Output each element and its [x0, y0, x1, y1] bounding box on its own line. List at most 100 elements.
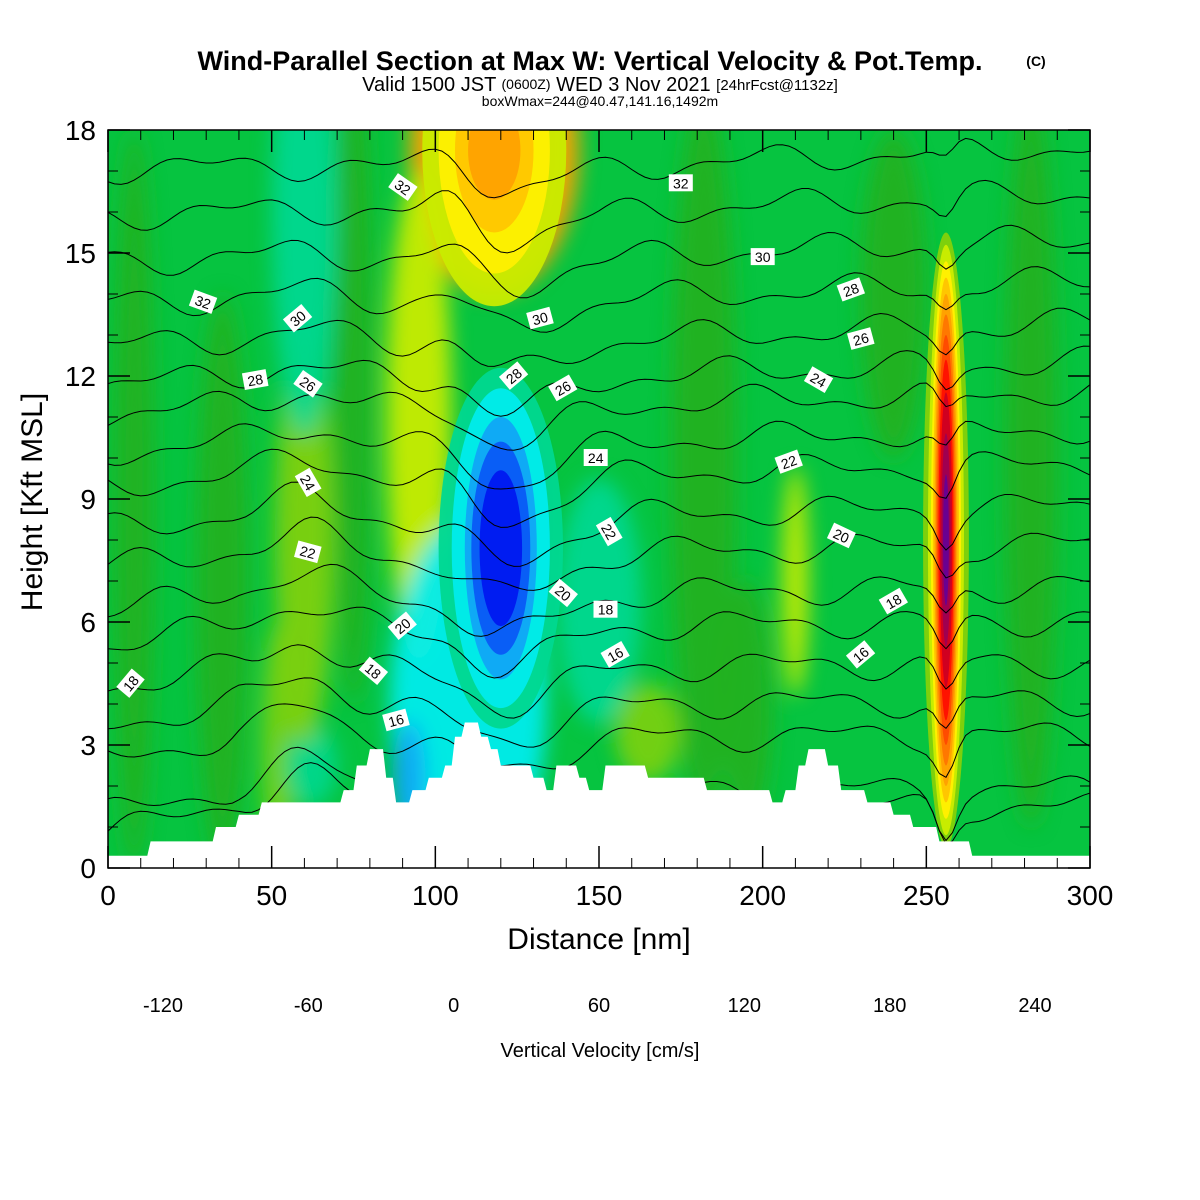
theta-contour-line — [108, 481, 1090, 567]
theta-contour-line — [108, 266, 1090, 333]
x-tick-label: 150 — [576, 880, 623, 911]
contour-label: 24 — [583, 449, 608, 466]
axes: 0 50 100 150 200 250 300 0 3 6 9 12 15 18 — [65, 115, 1114, 911]
field-band-8 — [615, 683, 681, 782]
velocity-blob — [782, 466, 809, 696]
contour-label: 24 — [803, 366, 834, 394]
colorbar-tick-label: 240 — [1018, 995, 1051, 1017]
contour-label: 20 — [548, 578, 578, 608]
y-tick-label: 3 — [80, 730, 96, 761]
svg-text:32: 32 — [193, 292, 213, 312]
upper-updraft — [468, 130, 521, 200]
contour-label: 18 — [358, 656, 389, 686]
chart-title: Wind-Parallel Section at Max W: Vertical… — [198, 46, 983, 76]
theta-contour-line — [108, 307, 1090, 367]
colorbar-tick-label: 0 — [448, 995, 459, 1017]
svg-text:16: 16 — [387, 711, 406, 731]
theta-contour-line — [108, 345, 1090, 417]
contour-label: 28 — [498, 361, 529, 390]
theta-contour-line — [108, 420, 1090, 490]
svg-text:24: 24 — [297, 472, 319, 494]
svg-text:22: 22 — [779, 452, 799, 472]
theta-contours — [108, 137, 1090, 845]
velocity-blob — [271, 130, 338, 438]
contour-labels: 32 32 30 28 26 24 22 20 18 16 32 30 28 26 24 22 20 18 16 18… — [116, 173, 908, 732]
contour-label: 20 — [826, 522, 856, 549]
svg-text:18: 18 — [883, 591, 905, 613]
y-tick-label: 15 — [65, 238, 96, 269]
svg-text:30: 30 — [531, 309, 550, 329]
svg-text:30: 30 — [755, 249, 771, 265]
y-tick-label: 0 — [80, 853, 96, 884]
subtitle-date: WED 3 Nov 2021 — [556, 74, 711, 96]
chart-subtitle: Valid 1500 JST (0600Z) WED 3 Nov 2021 [2… — [362, 72, 838, 96]
x-tick-label: 0 — [100, 880, 116, 911]
terrain-mask — [108, 722, 1090, 868]
plot-area: 32 32 30 28 26 24 22 20 18 16 32 30 28 26 24 22 20 18 16 18… — [107, 129, 1091, 869]
contour-label: 30 — [526, 306, 554, 330]
downdraft-core — [479, 470, 523, 627]
colorbar: -120 -60 0 60 120 180 240 — [143, 995, 1052, 1017]
velocity-blob — [274, 335, 334, 745]
y-tick-label: 6 — [80, 607, 96, 638]
svg-text:22: 22 — [598, 521, 620, 543]
x-tick-label: 50 — [256, 880, 287, 911]
contour-label: 24 — [294, 467, 322, 497]
svg-text:24: 24 — [588, 450, 604, 466]
contour-label: 26 — [293, 369, 323, 398]
field-band-7 — [860, 130, 927, 458]
field-band-3 — [333, 130, 374, 704]
field-band-1 — [196, 294, 249, 868]
svg-text:26: 26 — [552, 377, 574, 399]
svg-text:16: 16 — [605, 644, 627, 666]
svg-text:20: 20 — [831, 525, 852, 546]
contour-label: 22 — [294, 540, 322, 564]
svg-text:24: 24 — [808, 369, 830, 391]
contour-label: 20 — [387, 611, 417, 640]
svg-text:28: 28 — [246, 371, 264, 389]
x-tick-label: 200 — [739, 880, 786, 911]
contour-label: 22 — [774, 449, 803, 474]
field-band-6 — [1004, 130, 1058, 827]
colorbar-tick-label: -120 — [143, 995, 183, 1017]
contour-label: 28 — [836, 277, 866, 302]
theta-contour-line — [108, 224, 1090, 299]
colorbar-tick-label: 120 — [728, 995, 761, 1017]
theta-contour-line — [108, 703, 1090, 778]
theta-contour-line — [108, 448, 1090, 528]
subtitle-utc: (0600Z) — [502, 76, 551, 92]
colorbar-tick-label: -60 — [294, 995, 323, 1017]
field-band-4 — [671, 130, 737, 827]
svg-text:22: 22 — [298, 543, 317, 563]
subtitle-forecast: [24hrFcst@1132z] — [716, 77, 838, 94]
colorbar-tick-label: 180 — [873, 995, 906, 1017]
colorbar-label: Vertical Velocity [cm/s] — [501, 1040, 700, 1062]
theta-contour-line — [108, 606, 1090, 679]
contour-label: 26 — [548, 374, 578, 402]
y-tick-label: 12 — [65, 361, 96, 392]
contour-label: 30 — [750, 248, 775, 266]
contour-label: 16 — [845, 640, 876, 669]
theta-contour-line — [108, 644, 1090, 719]
updraft-core — [943, 474, 949, 606]
svg-text:18: 18 — [598, 602, 614, 618]
theta-contour-line — [108, 179, 1090, 254]
svg-text:32: 32 — [673, 175, 689, 191]
contour-label: 18 — [116, 668, 145, 698]
contour-label: 28 — [241, 369, 269, 391]
contour-label: 30 — [282, 303, 313, 333]
chart-subtitle-2: boxWmax=244@40.47,141.16,1492m — [482, 93, 718, 109]
contour-label: 32 — [668, 174, 693, 192]
field-band-9 — [284, 724, 338, 807]
colorbar-tick-label: 60 — [588, 995, 610, 1017]
x-tick-label: 300 — [1067, 880, 1114, 911]
svg-text:28: 28 — [841, 280, 861, 300]
theta-contour-line — [108, 516, 1090, 591]
x-tick-label: 100 — [412, 880, 459, 911]
contour-label: 32 — [188, 289, 218, 314]
contour-label: 16 — [382, 708, 410, 732]
contour-label: 22 — [595, 516, 623, 547]
theta-contour-line — [108, 677, 1090, 748]
x-axis-label: Distance [nm] — [507, 923, 690, 956]
